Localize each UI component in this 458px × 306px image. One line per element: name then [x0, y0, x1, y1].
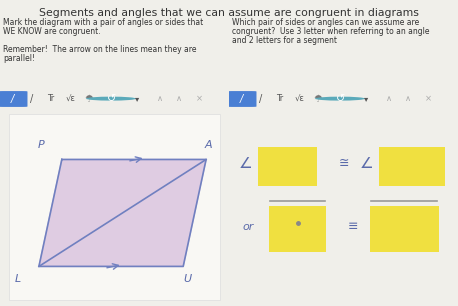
- FancyBboxPatch shape: [370, 206, 438, 252]
- Text: Tr: Tr: [47, 94, 54, 103]
- Text: ∧: ∧: [404, 94, 411, 103]
- Text: Segments and angles that we can assume are congruent in diagrams: Segments and angles that we can assume a…: [39, 8, 419, 18]
- Text: WE KNOW are congruent.: WE KNOW are congruent.: [3, 27, 101, 36]
- Text: P: P: [38, 140, 44, 150]
- Text: parallel!: parallel!: [3, 54, 35, 63]
- Circle shape: [86, 97, 136, 101]
- Text: congruent?  Use 3 letter when referring to an angle: congruent? Use 3 letter when referring t…: [232, 27, 430, 36]
- Text: Mark the diagram with a pair of angles or sides that: Mark the diagram with a pair of angles o…: [3, 18, 203, 27]
- FancyBboxPatch shape: [379, 147, 445, 186]
- FancyBboxPatch shape: [9, 114, 220, 300]
- Text: ∧: ∧: [175, 94, 182, 103]
- Circle shape: [315, 97, 365, 101]
- Text: ▾: ▾: [135, 94, 140, 103]
- Text: U: U: [184, 274, 192, 284]
- Text: ≅: ≅: [338, 157, 349, 170]
- Text: Which pair of sides or angles can we assume are: Which pair of sides or angles can we ass…: [232, 18, 419, 27]
- Text: √ε: √ε: [295, 94, 305, 103]
- Text: ↺: ↺: [106, 94, 116, 104]
- Text: ▾: ▾: [364, 94, 369, 103]
- FancyBboxPatch shape: [0, 91, 27, 107]
- Text: /: /: [11, 94, 14, 104]
- FancyBboxPatch shape: [269, 206, 326, 252]
- Text: ≡: ≡: [348, 220, 358, 233]
- Text: /: /: [30, 94, 34, 104]
- Text: ☂: ☂: [314, 94, 323, 104]
- Text: ↺: ↺: [335, 94, 345, 104]
- Text: Tr: Tr: [276, 94, 283, 103]
- Text: Remember!  The arrow on the lines mean they are: Remember! The arrow on the lines mean th…: [3, 45, 196, 54]
- Text: or: or: [243, 222, 254, 232]
- Text: ×: ×: [196, 94, 203, 103]
- Text: and 2 letters for a segment: and 2 letters for a segment: [232, 36, 337, 45]
- Text: L: L: [15, 274, 22, 284]
- Text: ∠: ∠: [360, 156, 373, 171]
- Polygon shape: [39, 159, 206, 267]
- Text: ∠: ∠: [238, 156, 252, 171]
- Text: ☂: ☂: [85, 94, 94, 104]
- Text: ∧: ∧: [386, 94, 393, 103]
- Text: A: A: [205, 140, 212, 150]
- Text: √ε: √ε: [66, 94, 76, 103]
- Text: ∧: ∧: [157, 94, 164, 103]
- Text: ×: ×: [425, 94, 432, 103]
- Text: /: /: [240, 94, 243, 104]
- FancyBboxPatch shape: [227, 91, 256, 107]
- Text: /: /: [259, 94, 263, 104]
- FancyBboxPatch shape: [257, 147, 317, 186]
